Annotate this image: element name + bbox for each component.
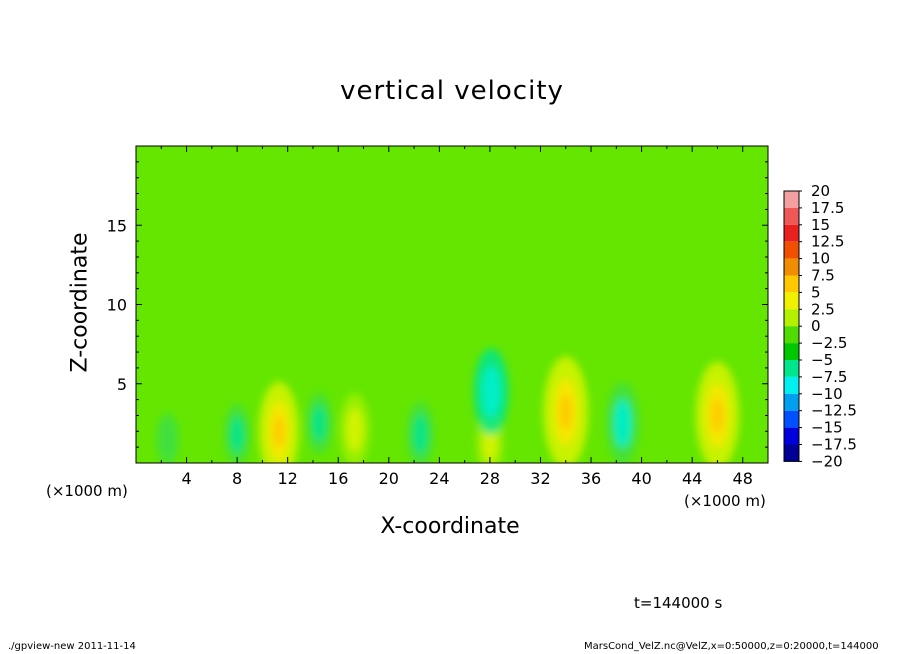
field-feature [613,398,632,449]
x-tick-label: 32 [530,469,550,488]
colorbar-segment [784,427,799,445]
footer-left: ./gpview-new 2011-11-14 [8,641,136,652]
colorbar-label: 10 [811,250,830,268]
colorbar-segment [784,376,799,394]
x-tick-label: 4 [181,469,191,488]
colorbar-label: −12.5 [811,402,857,420]
colorbar-segment [784,224,799,242]
x-tick-label: 20 [379,469,399,488]
x-tick-label: 44 [682,469,702,488]
colorbar-segment [784,258,799,276]
colorbar-label: 7.5 [811,267,835,285]
colorbar-segment [784,207,799,225]
colorbar-segment [784,191,799,208]
colorbar-label: 0 [811,317,821,335]
field-feature [346,407,364,452]
colorbar-label: −15 [811,419,843,437]
colorbar-segment [784,343,799,360]
colorbar-segment [784,410,799,428]
chart-title: vertical velocity [340,76,564,106]
colorbar-label: 2.5 [811,300,835,318]
colorbar: 2017.51512.5107.552.50−2.5−5−7.5−10−12.5… [783,182,857,470]
x-unit-label-right: (×1000 m) [684,492,766,510]
field-feature [161,423,174,456]
plot-area [136,146,768,463]
x-tick-label: 48 [733,469,753,488]
colorbar-label: −17.5 [811,436,857,454]
field-feature [481,365,501,418]
x-axis-label: X-coordinate [380,514,520,539]
x-tick-label: 12 [278,469,298,488]
x-tick-label: 36 [581,469,601,488]
colorbar-label: 20 [811,182,830,200]
x-tick-label: 40 [631,469,651,488]
x-unit-label-left: (×1000 m) [46,482,128,500]
time-label: t=144000 s [634,594,723,612]
x-tick-label: 24 [429,469,449,488]
colorbar-segment [784,309,799,327]
colorbar-label: 17.5 [811,199,844,217]
y-tick-label: 15 [107,216,127,235]
footer-right: MarsCond_VelZ.nc@VelZ,x=0:50000,z=0:2000… [584,641,879,652]
colorbar-segment [784,275,799,293]
colorbar-label: 12.5 [811,233,844,251]
colorbar-label: −10 [811,385,843,403]
colorbar-segment [784,326,799,344]
colorbar-segment [784,241,799,259]
field-feature-core [711,398,724,433]
colorbar-segment [784,360,799,377]
x-tick-label: 28 [480,469,500,488]
field-feature-core [559,394,573,431]
field-feature [230,416,245,453]
field-feature-core [273,415,285,448]
colorbar-label: 15 [811,216,830,234]
y-axis-label: Z-coordinate [67,232,93,373]
colorbar-segment [784,292,799,310]
colorbar-segment [784,393,799,411]
colorbar-label: −5 [811,351,833,369]
field-feature [312,405,327,442]
x-tick-label: 16 [328,469,348,488]
field-feature [412,414,428,455]
colorbar-label: −20 [811,452,843,470]
colorbar-label: −7.5 [811,368,847,386]
y-tick-label: 5 [117,375,127,394]
colorbar-label: −2.5 [811,334,847,352]
colorbar-label: 5 [811,283,821,301]
x-tick-label: 8 [232,469,242,488]
colorbar-segment [784,444,799,462]
y-tick-label: 10 [107,296,127,315]
